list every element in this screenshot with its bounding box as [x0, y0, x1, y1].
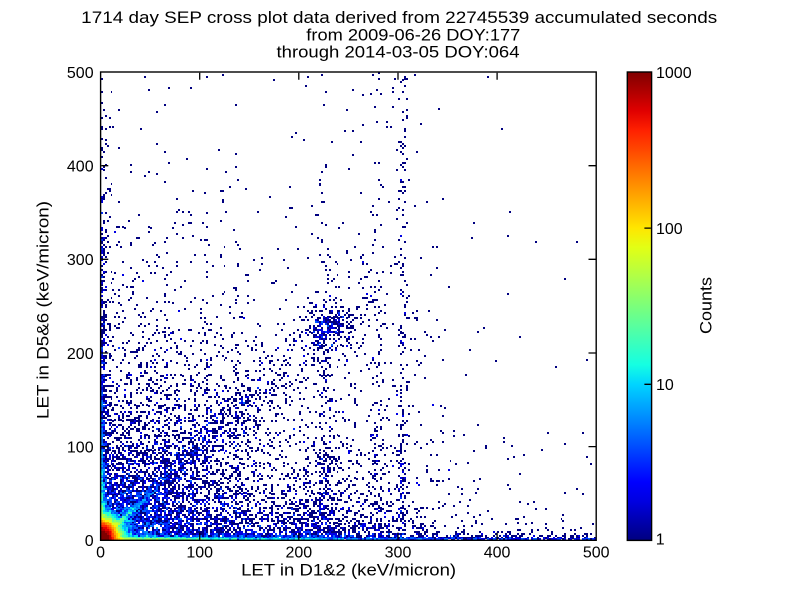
svg-text:LET in D1&2 (keV/micron): LET in D1&2 (keV/micron) [241, 560, 456, 579]
svg-text:Counts: Counts [697, 277, 716, 334]
svg-text:1000: 1000 [656, 65, 692, 82]
svg-text:10: 10 [656, 377, 674, 394]
svg-text:100: 100 [67, 440, 94, 457]
svg-text:400: 400 [67, 159, 94, 176]
svg-text:through 2014-03-05 DOY:064: through 2014-03-05 DOY:064 [277, 42, 520, 61]
svg-text:300: 300 [385, 544, 412, 561]
svg-text:300: 300 [67, 252, 94, 269]
svg-text:500: 500 [67, 65, 94, 82]
svg-text:0: 0 [96, 544, 105, 561]
svg-text:200: 200 [285, 544, 312, 561]
svg-text:1: 1 [656, 532, 665, 549]
svg-text:200: 200 [67, 346, 94, 363]
svg-text:100: 100 [186, 544, 213, 561]
svg-text:LET in D5&6 (keV/micron): LET in D5&6 (keV/micron) [34, 201, 53, 419]
svg-text:100: 100 [656, 221, 683, 238]
svg-text:1714 day SEP cross plot data d: 1714 day SEP cross plot data derived fro… [81, 8, 717, 27]
svg-text:500: 500 [583, 544, 610, 561]
svg-text:0: 0 [85, 533, 94, 550]
svg-text:from 2009-06-26 DOY:177: from 2009-06-26 DOY:177 [306, 25, 520, 44]
svg-text:400: 400 [484, 544, 511, 561]
